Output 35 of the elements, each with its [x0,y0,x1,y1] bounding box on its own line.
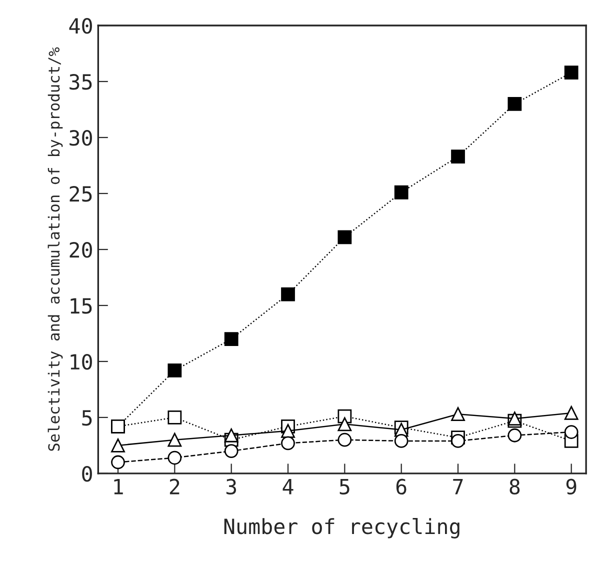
y-tick-label: 40 [69,18,92,34]
point [338,230,352,244]
x-tick-label: 3 [226,478,236,495]
point [224,332,238,346]
y-tick-label: 15 [70,298,92,314]
x-tick-label: 6 [396,478,406,495]
point [394,434,408,448]
point [168,410,182,424]
y-tick-label: 5 [82,410,92,426]
y-tick-label: 10 [70,354,92,370]
y-tick-label: 0 [82,466,92,482]
point [451,150,465,164]
point [281,424,295,438]
x-axis-title: Number of recycling [224,518,460,538]
x-tick-label: 8 [510,478,520,495]
point [168,363,182,378]
x-tick-label: 9 [566,478,576,495]
point [111,455,125,470]
point [564,66,578,80]
x-tick-label: 4 [282,479,294,494]
y-tick-label: 20 [70,242,92,258]
x-tick-label: 1 [114,479,123,494]
x-tick-label: 5 [340,479,350,495]
point [508,96,522,111]
y-axis-title: Selectivity and accumulation of by-product/% [48,47,63,451]
x-tick-label: 7 [453,479,463,494]
point [281,287,295,302]
point [564,425,578,439]
x-tick-label: 2 [170,478,180,494]
y-tick-label: 25 [70,186,92,202]
point [451,434,465,448]
point [394,185,408,200]
y-tick-label: 35 [70,74,92,90]
point [224,428,238,442]
y-tick-label: 30 [70,130,92,146]
